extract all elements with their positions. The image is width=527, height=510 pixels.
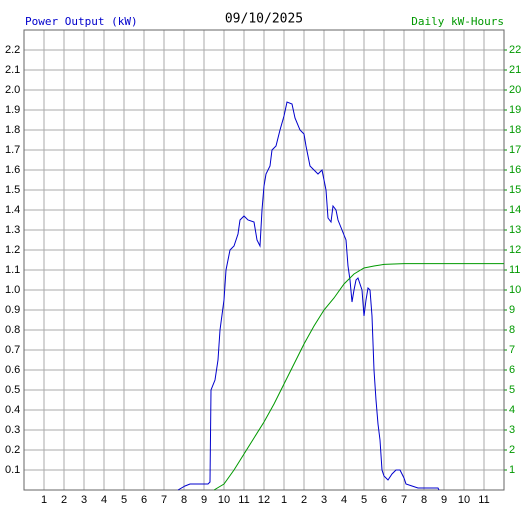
y-tick-label: 0.5 [5, 384, 20, 396]
y2-tick-label: 4 [509, 404, 515, 416]
x-tick-label: 9 [201, 494, 207, 506]
y-tick-label: 2.1 [5, 64, 20, 76]
x-tick-label: 6 [141, 494, 147, 506]
x-tick-label: 10 [218, 494, 230, 506]
y2-tick-label: 18 [509, 124, 521, 136]
y2-tick-label: 19 [509, 104, 521, 116]
y-tick-label: 1.9 [5, 104, 20, 116]
data-line [213, 263, 504, 491]
x-tick-label: 11 [238, 494, 249, 506]
x-tick-label: 2 [61, 494, 67, 506]
y-tick-label: 0.3 [5, 424, 20, 436]
x-tick-label: 5 [121, 494, 127, 506]
y-tick-label: 1.0 [5, 284, 20, 296]
y-tick-label: 2.0 [5, 84, 20, 96]
y2-tick-label: 11 [509, 264, 520, 276]
y-tick-label: 0.9 [5, 304, 20, 316]
x-tick-label: 3 [81, 494, 87, 506]
y2-tick-label: 5 [509, 384, 515, 396]
x-tick-label: 1 [41, 494, 47, 506]
y-tick-label: 1.4 [5, 204, 20, 216]
y2-tick-label: 22 [509, 44, 521, 56]
y-axis-label: Power Output (kW) [25, 15, 138, 28]
y-tick-label: 1.3 [5, 224, 20, 236]
x-tick-label: 1 [281, 494, 287, 506]
y-tick-label: 0.1 [5, 464, 20, 476]
y2-tick-label: 6 [509, 364, 515, 376]
y2-tick-label: 7 [509, 344, 515, 356]
y-tick-label: 1.1 [5, 264, 20, 276]
y2-tick-label: 2 [509, 444, 515, 456]
y2-tick-label: 20 [509, 84, 521, 96]
y-tick-label: 1.2 [5, 244, 20, 256]
x-tick-label: 11 [478, 494, 489, 506]
y2-tick-label: 14 [509, 204, 521, 216]
x-tick-label: 2 [301, 494, 307, 506]
y2-tick-label: 1 [509, 464, 515, 476]
y2-tick-label: 12 [509, 244, 521, 256]
x-tick-label: 12 [258, 494, 270, 506]
chart-title: 09/10/2025 [225, 12, 303, 27]
x-tick-label: 6 [381, 494, 387, 506]
x-tick-label: 10 [458, 494, 470, 506]
data-line [177, 101, 440, 491]
y-tick-label: 0.2 [5, 444, 20, 456]
y2-tick-label: 10 [509, 284, 521, 296]
y-tick-label: 1.8 [5, 124, 20, 136]
x-tick-label: 4 [341, 494, 347, 506]
y2-tick-label: 16 [509, 164, 521, 176]
y-tick-label: 2.2 [5, 44, 20, 56]
y2-tick-label: 3 [509, 424, 515, 436]
x-tick-label: 7 [161, 494, 167, 506]
y2-tick-label: 13 [509, 224, 521, 236]
x-tick-label: 4 [101, 494, 107, 506]
x-tick-label: 3 [321, 494, 327, 506]
y-tick-label: 0.4 [5, 404, 20, 416]
y-tick-label: 1.5 [5, 184, 20, 196]
y-tick-label: 0.8 [5, 324, 20, 336]
y-tick-label: 0.7 [5, 344, 20, 356]
plot-border [23, 29, 505, 491]
y2-axis-label: Daily kW-Hours [411, 15, 504, 28]
x-tick-label: 7 [401, 494, 407, 506]
y2-tick-label: 9 [509, 304, 515, 316]
x-tick-label: 5 [361, 494, 367, 506]
y-tick-label: 1.7 [5, 144, 20, 156]
x-tick-label: 8 [421, 494, 427, 506]
y-tick-label: 0.6 [5, 364, 20, 376]
y-tick-label: 1.6 [5, 164, 20, 176]
x-tick-label: 8 [181, 494, 187, 506]
y2-tick-label: 17 [509, 144, 521, 156]
y2-tick-label: 8 [509, 324, 515, 336]
y2-tick-label: 21 [509, 64, 521, 76]
y2-tick-label: 15 [509, 184, 521, 196]
x-tick-label: 9 [441, 494, 447, 506]
